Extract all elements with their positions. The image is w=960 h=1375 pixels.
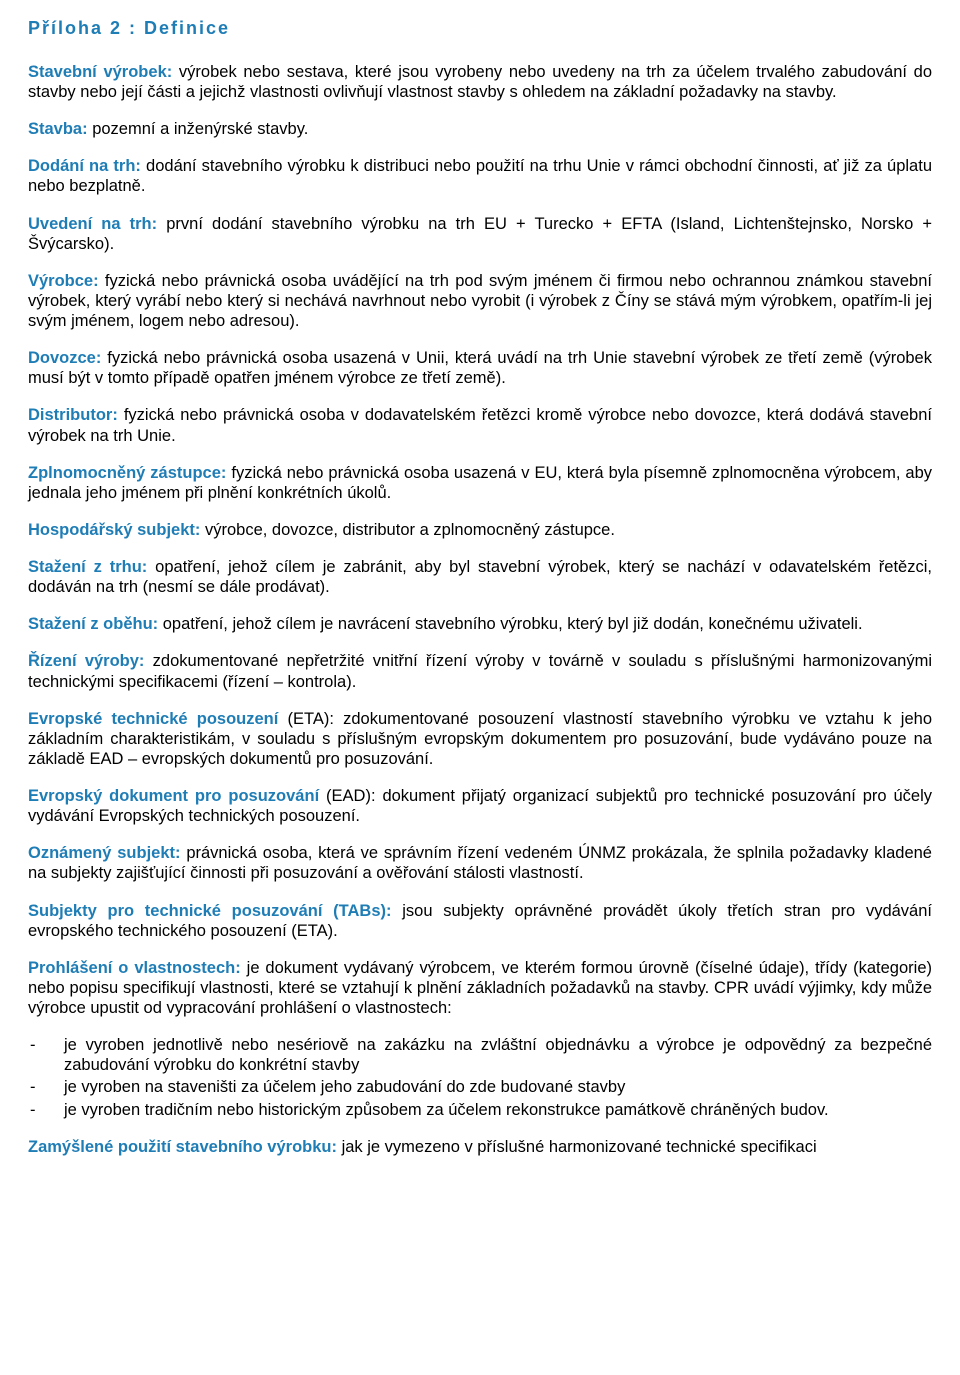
definition-paragraph: Stažení z oběhu: opatření, jehož cílem j… (28, 614, 932, 634)
bullet-dash: - (28, 1077, 64, 1097)
definition-term: Evropský dokument pro posuzování (28, 787, 319, 805)
definition-term: Stavba: (28, 120, 88, 138)
definition-term: Hospodářský subjekt: (28, 521, 200, 539)
definition-body: pozemní a inženýrské stavby. (88, 120, 309, 138)
exemption-list: -je vyroben jednotlivě nebo nesériově na… (28, 1035, 932, 1120)
definition-term: Dodání na trh: (28, 157, 141, 175)
page-title: Příloha 2 : Definice (28, 18, 932, 40)
definition-paragraph: Řízení výroby: zdokumentované nepřetržit… (28, 651, 932, 691)
definition-paragraph: Stavební výrobek: výrobek nebo sestava, … (28, 62, 932, 102)
definition-paragraph: Stavba: pozemní a inženýrské stavby. (28, 119, 932, 139)
definition-paragraph: Distributor: fyzická nebo právnická osob… (28, 405, 932, 445)
definition-body: opatření, jehož cílem je zabránit, aby b… (28, 558, 932, 596)
list-item-text: je vyroben jednotlivě nebo nesériově na … (64, 1035, 932, 1075)
definition-body: zdokumentované nepřetržité vnitřní řízen… (28, 652, 932, 690)
definition-body: první dodání stavebního výrobku na trh E… (28, 215, 932, 253)
definition-body: jak je vymezeno v příslušné harmonizovan… (337, 1138, 817, 1156)
definition-term: Uvedení na trh: (28, 215, 157, 233)
definition-term: Výrobce: (28, 272, 99, 290)
definition-paragraph: Evropské technické posouzení (ETA): zdok… (28, 709, 932, 769)
definition-term: Stažení z trhu: (28, 558, 147, 576)
definition-term: Zamýšlené použití stavebního výrobku: (28, 1138, 337, 1156)
list-item: -je vyroben na staveništi za účelem jeho… (28, 1077, 932, 1097)
definition-paragraph: Uvedení na trh: první dodání stavebního … (28, 214, 932, 254)
definition-paragraph: Zplnomocněný zástupce: fyzická nebo práv… (28, 463, 932, 503)
bullet-dash: - (28, 1100, 64, 1120)
definition-term: Subjekty pro technické posuzování (TABs)… (28, 902, 392, 920)
definition-body: výrobce, dovozce, distributor a zplnomoc… (200, 521, 615, 539)
definition-paragraph: Hospodářský subjekt: výrobce, dovozce, d… (28, 520, 932, 540)
definition-term: Stažení z oběhu: (28, 615, 158, 633)
definition-term: Oznámený subjekt: (28, 844, 181, 862)
definition-paragraph: Dodání na trh: dodání stavebního výrobku… (28, 156, 932, 196)
definition-paragraph: Subjekty pro technické posuzování (TABs)… (28, 901, 932, 941)
list-item-text: je vyroben tradičním nebo historickým zp… (64, 1100, 932, 1120)
definition-paragraph: Prohlášení o vlastnostech: je dokument v… (28, 958, 932, 1018)
definition-body: opatření, jehož cílem je navrácení stave… (158, 615, 862, 633)
definition-term: Zplnomocněný zástupce: (28, 464, 226, 482)
definition-paragraph: Stažení z trhu: opatření, jehož cílem je… (28, 557, 932, 597)
definition-paragraph: Evropský dokument pro posuzování (EAD): … (28, 786, 932, 826)
definition-body: fyzická nebo právnická osoba usazená v U… (28, 349, 932, 387)
bullet-dash: - (28, 1035, 64, 1075)
list-item: -je vyroben jednotlivě nebo nesériově na… (28, 1035, 932, 1075)
list-item-text: je vyroben na staveništi za účelem jeho … (64, 1077, 932, 1097)
definition-term: Distributor: (28, 406, 118, 424)
definition-term: Evropské technické posouzení (28, 710, 278, 728)
definition-body: fyzická nebo právnická osoba v dodavatel… (28, 406, 932, 444)
definition-term: Stavební výrobek: (28, 63, 172, 81)
definition-term: Řízení výroby: (28, 652, 144, 670)
definition-paragraph: Oznámený subjekt: právnická osoba, která… (28, 843, 932, 883)
list-item: -je vyroben tradičním nebo historickým z… (28, 1100, 932, 1120)
definition-term: Prohlášení o vlastnostech: (28, 959, 241, 977)
definition-body: dodání stavebního výrobku k distribuci n… (28, 157, 932, 195)
definition-paragraph: Dovozce: fyzická nebo právnická osoba us… (28, 348, 932, 388)
definition-paragraph: Výrobce: fyzická nebo právnická osoba uv… (28, 271, 932, 331)
definition-paragraph: Zamýšlené použití stavebního výrobku: ja… (28, 1137, 932, 1157)
definition-body: fyzická nebo právnická osoba uvádějící n… (28, 272, 932, 330)
definition-term: Dovozce: (28, 349, 101, 367)
